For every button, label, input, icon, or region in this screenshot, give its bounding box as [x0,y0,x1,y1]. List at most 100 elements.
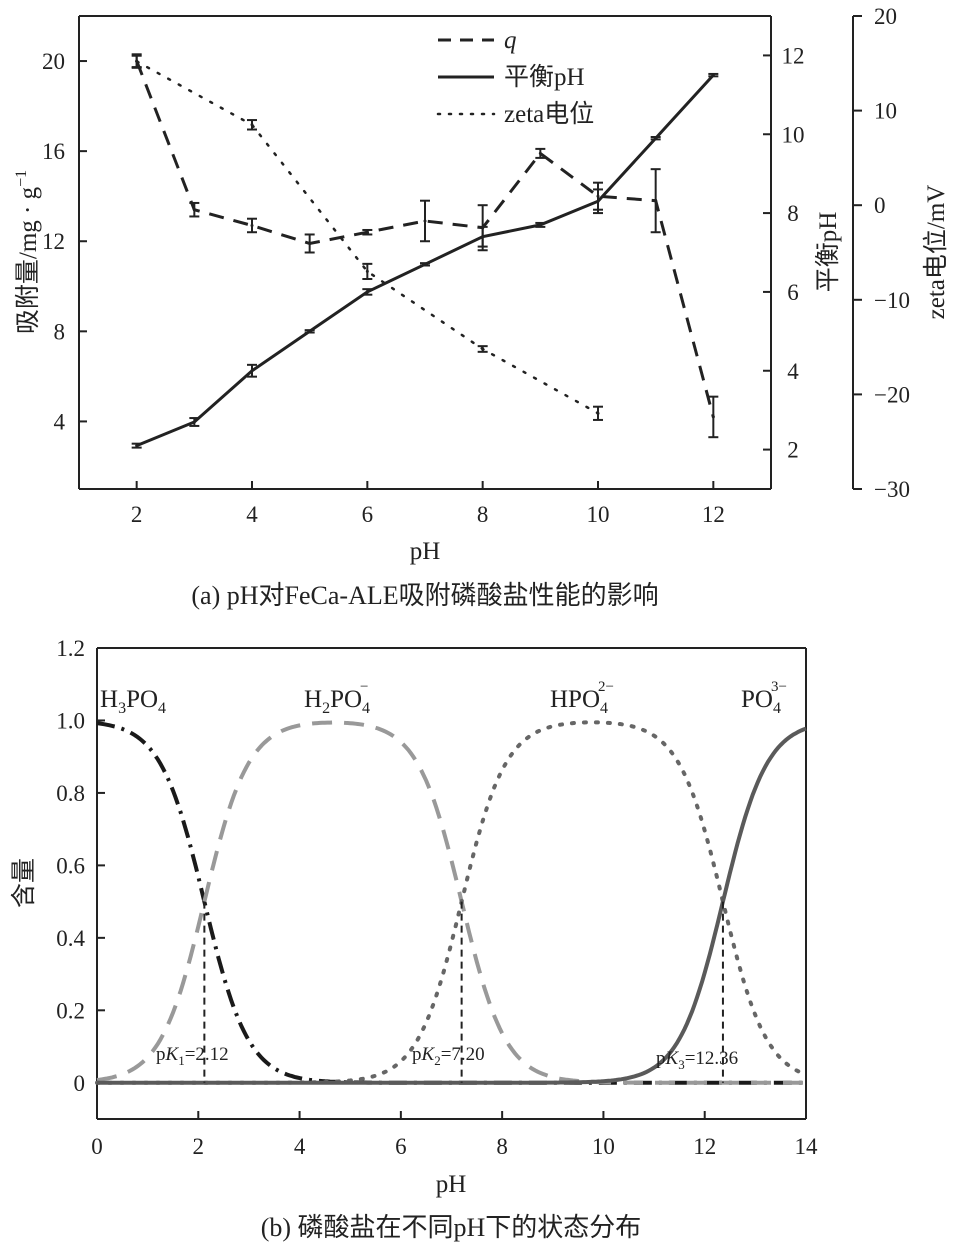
panel-a-right2-tick-label: 20 [874,4,897,29]
pk3-sub: 3 [678,1057,685,1072]
panel-b-y-ticks: 0 0.2 0.4 0.6 0.8 1.0 1.2 [56,636,105,1096]
pk3-value: =12.36 [685,1048,738,1069]
species-po4-sub2: 4 [773,700,781,717]
species-h2po4-h: H [304,686,322,713]
data-point-zeta-potential [481,347,485,351]
pk3-k: K [665,1048,680,1069]
panel-a-right1-tick-label: 12 [782,43,805,68]
series-equilibrium-ph-line [136,74,715,447]
data-point-equilibrium-ph [135,444,139,448]
data-point-q [423,219,427,223]
panel-b-y-tick-label: 0.2 [56,998,85,1023]
pk2-label: pK2=7.20 [412,1044,485,1068]
series-po4-curve [97,726,807,1085]
panel-a-right1-tick-label: 10 [782,122,805,147]
species-hpo4-sub2: 4 [600,700,608,717]
panel-a-right1-tick-label: 8 [787,201,799,226]
species-label-h2po4: H2PO4 − [304,679,370,717]
panel-a-right1-tick-label: 4 [787,359,799,384]
legend-q-label: q [504,27,517,54]
panel-a-x-ticks: 2 4 6 8 10 12 [131,481,725,527]
panel-a-x-tick-label: 2 [131,502,143,527]
panel-b: 0 2 4 6 8 10 12 14 00.20.40.60.81.01.2 H3PO4 H2… [10,636,818,1242]
species-hpo4-base: HPO [550,686,600,713]
panel-b-y-tick-label: 0.8 [56,781,85,806]
panel-a-right2-tick-label: 0 [874,193,886,218]
data-point-q [192,208,196,212]
panel-b-series [95,720,808,1085]
panel-a-right1-ticks: 2 4 6 8 10 12 [763,43,805,463]
panel-b-x-tick-label: 8 [496,1134,508,1159]
panel-b-y-tick-label: 0.4 [56,926,85,951]
data-point-equilibrium-ph [308,329,312,333]
species-label-po4: PO4 3− [741,679,787,717]
legend-zeta-label: zeta电位 [504,100,594,128]
species-hpo4-sup: 2− [598,679,614,695]
pk1-label: pK1=2.12 [156,1044,229,1068]
legend-eq-ph-label: 平衡pH [504,63,585,91]
data-point-equilibrium-ph [481,235,485,239]
data-point-equilibrium-ph [423,262,427,266]
data-point-q [250,223,254,227]
panel-a-right2-tick-label: 10 [874,99,897,124]
species-h2po4-po: PO [330,686,362,713]
panel-a-caption: (a) pH对FeCa-ALE吸附磷酸盐性能的影响 [191,581,658,610]
data-point-equilibrium-ph [538,223,542,227]
panel-a-x-tick-label: 12 [702,502,725,527]
data-point-equilibrium-ph [596,199,600,203]
panel-b-y-tick-label: 1.0 [56,708,85,733]
series-h2po4-curve [96,720,806,1085]
panel-b-x-tick-label: 2 [193,1134,205,1159]
panel-b-y-tick-label: 1.2 [56,636,85,661]
panel-a-right1-tick-label: 6 [787,280,799,305]
species-h3po4-h: H [100,686,118,713]
panel-a-y-tick-label: 8 [54,319,66,344]
panel-a-y-tick-label: 20 [42,49,65,74]
species-label-hpo4: HPO4 2− [550,679,614,717]
data-point-equilibrium-ph [654,136,658,140]
panel-b-x-tick-label: 10 [592,1134,615,1159]
panel-b-x-label: pH [436,1171,467,1198]
panel-b-x-ticks: 0 2 4 6 8 10 12 14 [91,1111,818,1159]
pk2-sub: 2 [434,1053,441,1068]
panel-a-x-label: pH [410,538,441,565]
species-po4-sup: 3− [771,679,787,695]
data-point-q [365,230,369,234]
species-h3po4-sub1: 3 [118,700,126,717]
panel-a-series [131,53,719,449]
panel-a-right2-tick-label: −30 [874,477,910,502]
species-h2po4-sub2: 4 [362,700,370,717]
pk1-sub: 1 [178,1053,185,1068]
pk1-value: =2.12 [185,1044,229,1065]
pk3-label: pK3=12.36 [656,1048,738,1072]
data-point-zeta-potential [365,269,369,273]
panel-b-pka-markers [203,901,724,1083]
species-label-h3po4: H3PO4 [100,686,166,717]
data-point-zeta-potential [135,59,139,63]
series-h3po4-curve [96,721,806,1085]
pk2-k: K [421,1044,436,1065]
panel-a-right2-tick-label: −20 [874,382,910,407]
panel-a-y-tick-label: 16 [42,139,65,164]
panel-a-x-tick-label: 6 [362,502,374,527]
pk1-k: K [165,1044,180,1065]
data-point-q [654,199,658,203]
panel-a-y-tick-label: 4 [54,409,66,434]
species-h3po4-sub2: 4 [158,700,166,717]
panel-a-y-label-sup: −1 [13,170,30,187]
panel-a-y-label-main: 吸附量/mg · g [14,186,42,334]
data-point-q [538,151,542,155]
panel-a-right2-tick-label: −10 [874,288,910,313]
pk3-p: p [656,1048,666,1069]
data-point-equilibrium-ph [192,420,196,424]
species-h2po4-sup: − [360,679,368,695]
panel-b-y-tick-label: 0.6 [56,853,85,878]
panel-a-x-tick-label: 10 [587,502,610,527]
panel-a-x-tick-label: 8 [477,502,489,527]
panel-b-y-tick-label: 0 [74,1071,86,1096]
panel-b-x-tick-label: 4 [294,1134,306,1159]
panel-b-x-tick-label: 6 [395,1134,407,1159]
panel-a-legend: q 平衡pH zeta电位 [436,27,594,128]
panel-b-caption: (b) 磷酸盐在不同pH下的状态分布 [261,1213,642,1242]
